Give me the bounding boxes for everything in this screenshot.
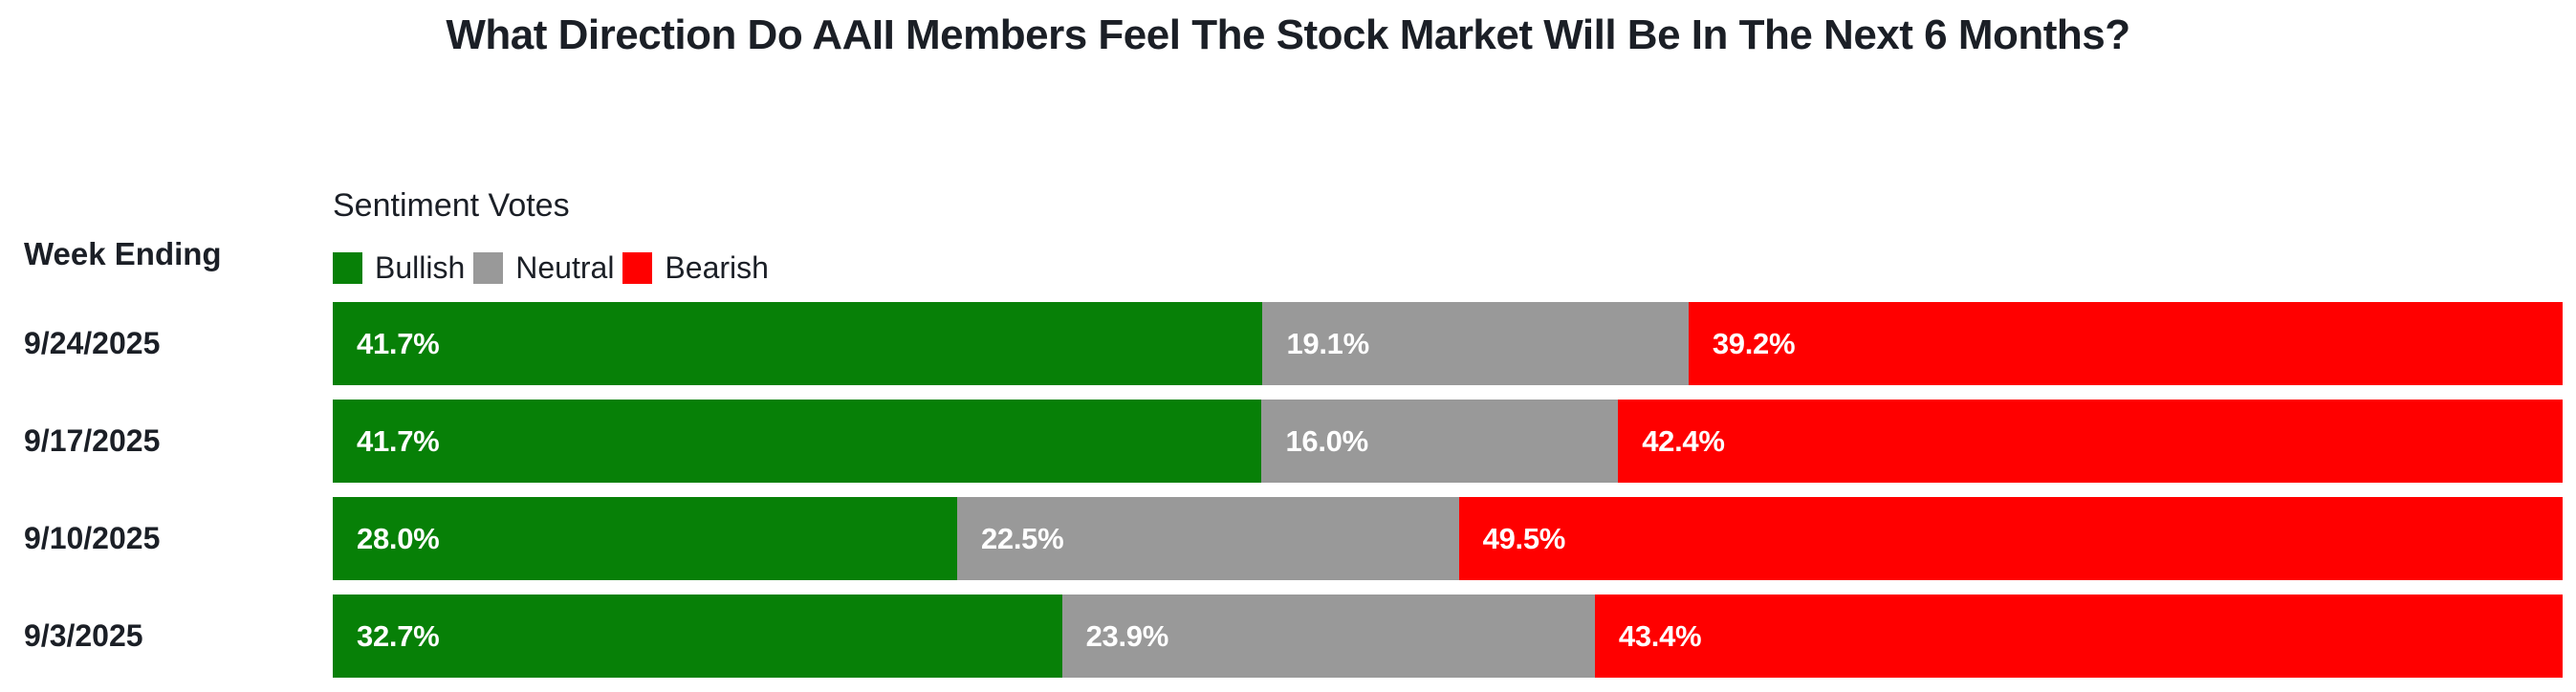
bar-segment-bullish: 32.7%	[333, 595, 1062, 678]
bar-value-label: 19.1%	[1286, 326, 1369, 360]
bar-segment-neutral: 22.5%	[956, 497, 1459, 580]
bar-segment-bearish: 49.5%	[1458, 497, 2563, 580]
bar-segment-bearish: 43.4%	[1594, 595, 2563, 678]
bar-value-label: 39.2%	[1712, 326, 1796, 360]
bar-value-label: 41.7%	[357, 326, 440, 360]
bar-row: 9/17/2025 41.7% 16.0% 42.4%	[0, 400, 2563, 483]
bar-track: 41.7% 16.0% 42.4%	[333, 400, 2563, 483]
rows: 9/24/2025 41.7% 19.1% 39.2% 9/17/2025 41.7% 16…	[0, 302, 2563, 692]
bar-track: 41.7% 19.1% 39.2%	[333, 302, 2563, 385]
bar-segment-bearish: 42.4%	[1618, 400, 2563, 483]
bar-value-label: 41.7%	[357, 423, 440, 458]
bar-value-label: 43.4%	[1618, 618, 1702, 653]
bar-track: 32.7% 23.9% 43.4%	[333, 595, 2563, 678]
legend-title: Sentiment Votes	[333, 187, 570, 224]
row-label: 9/3/2025	[24, 618, 143, 653]
bar-row: 9/10/2025 28.0% 22.5% 49.5%	[0, 497, 2563, 580]
neutral-swatch-icon	[473, 252, 504, 284]
bar-row: 9/3/2025 32.7% 23.9% 43.4%	[0, 595, 2563, 678]
legend-item-bearish: Bearish	[622, 250, 769, 286]
bar-value-label: 23.9%	[1085, 618, 1169, 653]
legend-label: Bearish	[665, 250, 769, 285]
row-label: 9/17/2025	[24, 423, 161, 458]
bar-segment-bullish: 41.7%	[333, 400, 1262, 483]
bar-row: 9/24/2025 41.7% 19.1% 39.2%	[0, 302, 2563, 385]
bar-segment-bearish: 39.2%	[1688, 302, 2563, 385]
bar-segment-neutral: 16.0%	[1261, 400, 1619, 483]
legend-item-bullish: Bullish	[333, 250, 465, 286]
bearish-swatch-icon	[622, 252, 653, 284]
bullish-swatch-icon	[333, 252, 362, 284]
bar-value-label: 22.5%	[980, 521, 1064, 555]
bar-value-label: 16.0%	[1285, 423, 1368, 458]
bar-track: 28.0% 22.5% 49.5%	[333, 497, 2563, 580]
bar-value-label: 28.0%	[357, 521, 440, 555]
chart-title: What Direction Do AAII Members Feel The …	[446, 11, 2130, 58]
bar-value-label: 32.7%	[357, 618, 440, 653]
bar-segment-neutral: 23.9%	[1061, 595, 1595, 678]
bar-value-label: 49.5%	[1482, 521, 1566, 555]
legend-items: Bullish Neutral Bearish	[333, 250, 777, 286]
row-label: 9/24/2025	[24, 326, 161, 360]
row-label: 9/10/2025	[24, 521, 161, 555]
bar-segment-bullish: 28.0%	[333, 497, 957, 580]
bar-value-label: 42.4%	[1642, 423, 1725, 458]
bar-segment-bullish: 41.7%	[333, 302, 1263, 385]
bar-segment-neutral: 19.1%	[1262, 302, 1689, 385]
legend-label: Bullish	[375, 250, 466, 285]
week-ending-label: Week Ending	[24, 236, 222, 271]
legend-item-neutral: Neutral	[473, 250, 614, 286]
legend-label: Neutral	[515, 250, 615, 285]
